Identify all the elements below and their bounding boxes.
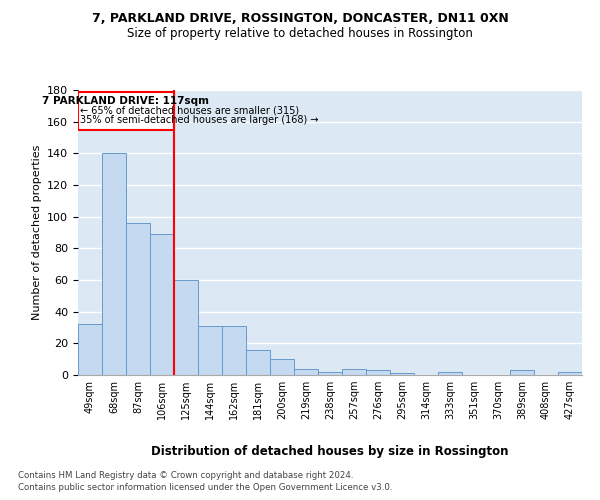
Bar	[318, 372, 342, 375]
Text: Contains HM Land Registry data © Crown copyright and database right 2024.: Contains HM Land Registry data © Crown c…	[18, 471, 353, 480]
Bar	[126, 223, 150, 375]
Bar	[342, 368, 366, 375]
Bar	[102, 154, 126, 375]
Bar	[438, 372, 462, 375]
Text: Size of property relative to detached houses in Rossington: Size of property relative to detached ho…	[127, 28, 473, 40]
Bar	[390, 374, 414, 375]
Text: Distribution of detached houses by size in Rossington: Distribution of detached houses by size …	[151, 445, 509, 458]
Text: 7, PARKLAND DRIVE, ROSSINGTON, DONCASTER, DN11 0XN: 7, PARKLAND DRIVE, ROSSINGTON, DONCASTER…	[92, 12, 508, 26]
Bar	[510, 370, 534, 375]
Y-axis label: Number of detached properties: Number of detached properties	[32, 145, 41, 320]
Text: ← 65% of detached houses are smaller (315): ← 65% of detached houses are smaller (31…	[80, 105, 299, 115]
Bar	[78, 324, 102, 375]
Bar	[174, 280, 198, 375]
Bar	[222, 326, 246, 375]
Text: 7 PARKLAND DRIVE: 117sqm: 7 PARKLAND DRIVE: 117sqm	[43, 96, 209, 106]
Bar	[198, 326, 222, 375]
Bar	[366, 370, 390, 375]
Text: 35% of semi-detached houses are larger (168) →: 35% of semi-detached houses are larger (…	[80, 114, 319, 124]
Bar	[78, 92, 174, 130]
Bar	[246, 350, 270, 375]
Bar	[270, 359, 294, 375]
Text: Contains public sector information licensed under the Open Government Licence v3: Contains public sector information licen…	[18, 484, 392, 492]
Bar	[294, 368, 318, 375]
Bar	[558, 372, 582, 375]
Bar	[150, 234, 174, 375]
